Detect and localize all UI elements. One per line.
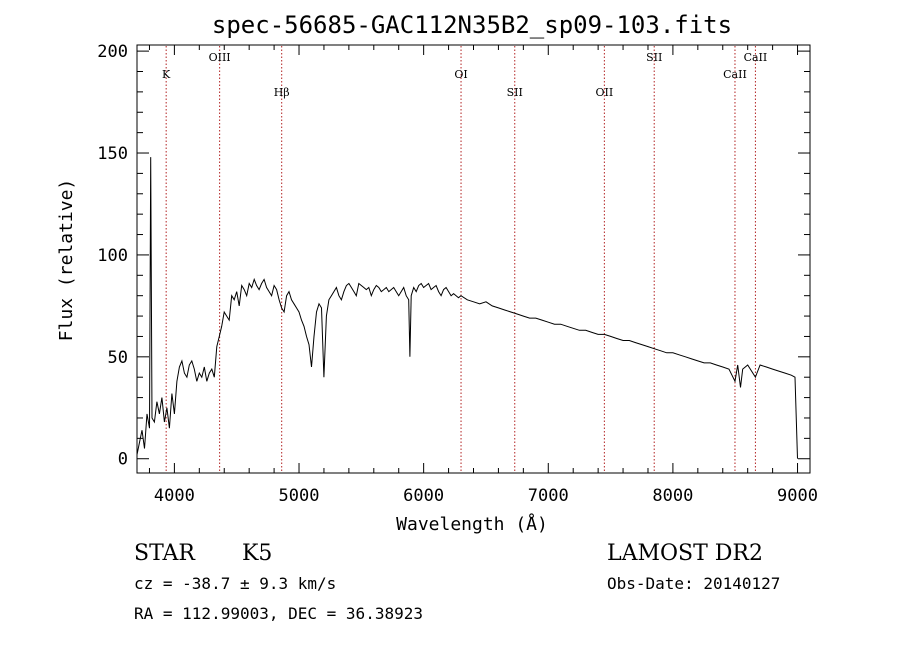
x-tick-label: 4000: [154, 486, 195, 506]
chart-title: spec-56685-GAC112N35B2_sp09-103.fits: [212, 11, 732, 39]
plot-area: K OIII Hβ OI SII OII SII CaII CaII 4000 5000 6000 7…: [97, 42, 818, 506]
spectral-line-label: CaII: [744, 51, 768, 64]
spectral-line-markers: K OIII Hβ OI SII OII SII CaII CaII: [162, 46, 767, 472]
y-axis-label: Flux (relative): [56, 179, 77, 342]
redshift-text: cz = -38.7 ± 9.3 km/s: [134, 574, 336, 593]
obs-date-text: Obs-Date: 20140127: [607, 574, 780, 593]
spectrum-series-line: [136, 157, 798, 459]
spectral-line-label: SII: [646, 51, 662, 64]
y-tick-label: 0: [118, 450, 128, 470]
x-axis-label: Wavelength (Å): [396, 513, 548, 535]
x-tick-label: 9000: [777, 486, 818, 506]
spectral-line-label: SII: [507, 86, 523, 99]
spectral-line-label: CaII: [723, 68, 747, 81]
x-tick-label: 5000: [279, 486, 320, 506]
spectral-line-label: K: [162, 68, 171, 81]
y-tick-label: 200: [97, 42, 128, 62]
spectral-line-label: OI: [454, 68, 467, 81]
y-tick-label: 50: [108, 348, 128, 368]
spectral-line-label: Hβ: [274, 86, 290, 99]
y-tick-label: 150: [97, 144, 128, 164]
y-axis-ticks: 0 50 100 150 200: [97, 42, 810, 470]
x-tick-label: 8000: [652, 486, 693, 506]
y-tick-label: 100: [97, 246, 128, 266]
spectral-line-label: OII: [596, 86, 614, 99]
x-axis-ticks: 4000 5000 6000 7000 8000 9000: [148, 45, 818, 506]
coordinates-text: RA = 112.99003, DEC = 36.38923: [134, 604, 423, 623]
survey-label: LAMOST DR2: [607, 541, 763, 566]
spectral-line-label: OIII: [209, 51, 231, 64]
object-type-label: STAR: [134, 541, 196, 566]
x-tick-label: 7000: [528, 486, 569, 506]
x-tick-label: 6000: [403, 486, 444, 506]
subclass-label: K5: [242, 541, 272, 566]
